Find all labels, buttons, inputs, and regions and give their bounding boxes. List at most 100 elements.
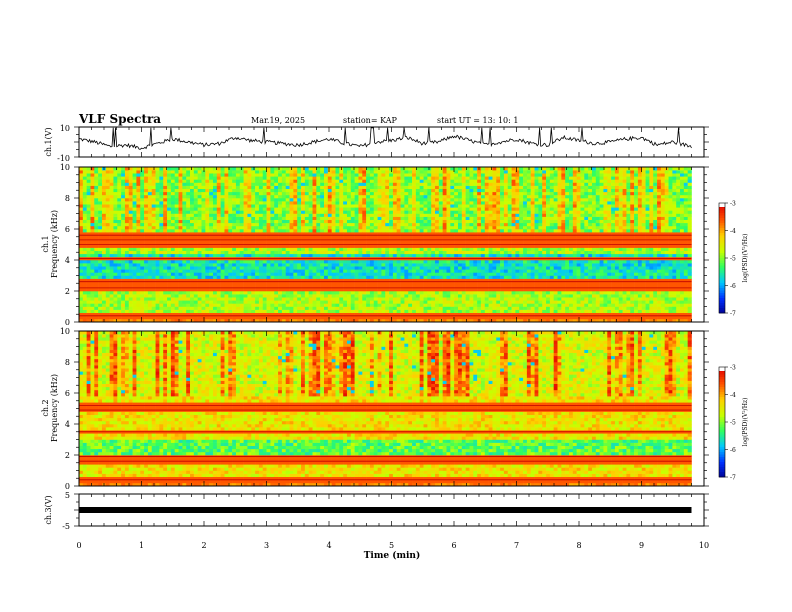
spectrogram-cell: [354, 222, 359, 227]
spectrogram-cell: [423, 191, 428, 196]
spectrogram-cell: [354, 260, 359, 264]
spectrogram-cell: [324, 170, 329, 174]
spectrogram-cell: [186, 303, 191, 307]
spectrogram-cell: [320, 300, 325, 304]
spectrogram-cell: [151, 306, 156, 310]
spectrogram-cell: [182, 244, 187, 248]
spectrogram-cell: [201, 315, 206, 320]
spectrogram-cell: [297, 260, 302, 264]
spectrogram-cell: [109, 185, 114, 189]
spectrogram-cell: [412, 182, 417, 186]
spectrogram-cell: [427, 244, 432, 248]
spectrogram-cell: [224, 300, 229, 304]
spectrogram-cell: [446, 303, 451, 307]
spectrogram-cell: [412, 315, 417, 320]
spectrogram-cell: [147, 272, 153, 276]
spectrogram-cell: [366, 291, 371, 295]
spectrogram-cell: [350, 303, 355, 307]
spectrogram-cell: [343, 297, 348, 301]
spectrogram-cell: [358, 269, 363, 273]
spectrogram-cell: [224, 204, 229, 208]
spectrogram-cell: [193, 222, 198, 227]
spectrogram-cell: [262, 241, 267, 245]
spectrogram-cell: [385, 260, 390, 264]
spectrogram-cell: [415, 318, 421, 323]
spectrogram-cell: [220, 306, 225, 310]
spectrogram-cell: [121, 263, 126, 267]
spectrogram-cell: [232, 185, 237, 189]
spectrogram-cell: [124, 275, 130, 279]
spectrogram-cell: [193, 170, 198, 174]
spectrogram-cell: [144, 287, 149, 292]
spectrogram-cell: [435, 315, 440, 320]
spectrogram-cell: [247, 179, 252, 183]
spectrogram-cell: [209, 191, 214, 196]
spectrogram-cell: [392, 244, 398, 248]
spectrogram-cell: [281, 191, 287, 196]
spectrogram-cell: [293, 306, 298, 310]
spectrogram-cell: [220, 232, 225, 236]
spectrogram-cell: [419, 275, 424, 279]
spectrogram-cell: [339, 281, 344, 286]
spectrogram-cell: [251, 225, 256, 230]
spectrogram-cell: [408, 182, 413, 186]
spectrogram-cell: [431, 222, 436, 227]
spectrogram-cell: [147, 287, 153, 292]
spectrogram-cell: [392, 294, 398, 298]
spectrogram-cell: [369, 281, 375, 286]
spectrogram-cell: [373, 210, 378, 214]
spectrogram-cell: [289, 291, 294, 295]
spectrogram-cell: [151, 315, 156, 320]
spectrogram-cell: [419, 232, 424, 236]
spectrogram-cell: [385, 315, 390, 320]
spectrogram-cell: [442, 260, 447, 264]
spectrogram-cell: [354, 204, 359, 208]
spectrogram-cell: [159, 253, 164, 258]
spectrogram-cell: [239, 284, 244, 289]
spectrogram-cell: [431, 278, 436, 282]
spectrogram-cell: [109, 241, 114, 245]
spectrogram-cell: [239, 191, 244, 196]
spectrogram-cell: [186, 281, 191, 286]
spectrogram-cell: [431, 241, 436, 245]
spectrogram-cell: [438, 170, 443, 174]
spectrogram-cell: [98, 241, 103, 245]
spectrogram-cell: [147, 207, 153, 211]
spectrogram-cell: [163, 266, 168, 270]
spectrogram-cell: [121, 241, 126, 245]
spectrogram-cell: [182, 225, 187, 230]
spectrogram-cell: [400, 191, 405, 196]
spectrogram-cell: [327, 179, 332, 183]
spectrogram-cell: [109, 222, 114, 227]
spectrogram-cell: [212, 294, 218, 298]
spectrogram-cell: [427, 297, 432, 301]
spectrogram-cell: [385, 275, 390, 279]
spectrogram-cell: [109, 219, 114, 224]
spectrogram-cell: [308, 309, 313, 313]
spectrogram-cell: [389, 204, 394, 208]
spectrogram-cell: [197, 207, 202, 211]
spectrogram-cell: [113, 179, 118, 183]
spectrogram-cell: [235, 201, 241, 205]
spectrogram-cell: [327, 198, 332, 202]
spectrogram-cell: [197, 176, 202, 180]
spectrogram-cell: [278, 213, 283, 217]
spectrogram-cell: [266, 278, 271, 282]
spectrogram-cell: [109, 263, 114, 267]
spectrogram-cell: [170, 275, 176, 279]
spectrogram-cell: [438, 250, 443, 255]
spectrogram-cell: [415, 204, 421, 208]
spectrogram-cell: [243, 185, 248, 189]
spectrogram-cell: [170, 232, 176, 236]
spectrogram-cell: [147, 170, 153, 174]
spectrogram-cell: [396, 272, 401, 276]
spectrogram-cell: [343, 173, 348, 177]
spectrogram-cell: [209, 294, 214, 298]
spectrogram-cell: [190, 272, 195, 276]
spectrogram-cell: [415, 253, 421, 258]
spectrogram-cell: [278, 250, 283, 255]
spectrogram-cell: [423, 318, 428, 323]
spectrogram-cell: [136, 281, 141, 286]
spectrogram-cell: [186, 198, 191, 202]
spectrogram-cell: [182, 250, 187, 255]
